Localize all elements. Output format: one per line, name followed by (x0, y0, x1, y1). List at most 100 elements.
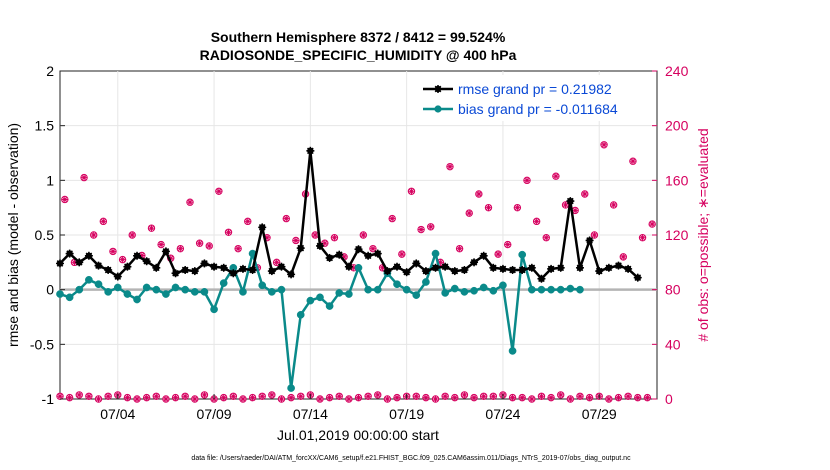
obs-evaluated-marker (177, 245, 184, 252)
obs-evaluated-marker (601, 141, 608, 148)
obs-possible-marker (489, 392, 498, 400)
obs-evaluated-stroke (466, 210, 472, 216)
bias-point (422, 278, 430, 286)
rmse-point (470, 258, 479, 267)
obs-evaluated-stroke (86, 393, 92, 399)
obs-evaluated-marker (321, 240, 328, 247)
obs-possible-marker (374, 391, 382, 399)
obs-possible-marker (282, 214, 290, 223)
obs-possible-marker (552, 172, 560, 180)
legend-label: rmse grand pr = 0.21982 (458, 81, 612, 97)
obs-possible-marker (268, 391, 276, 399)
rmse-point-ray (480, 252, 488, 260)
bias-series (56, 249, 584, 392)
obs-evaluated-marker (239, 396, 246, 402)
obs-possible-marker (441, 392, 449, 400)
bias-point (460, 288, 469, 296)
bias-point (354, 263, 363, 272)
obs-evaluated-stroke (216, 188, 222, 194)
rmse-point (450, 267, 459, 276)
rmse-point-ray (345, 263, 353, 271)
obs-evaluated-stroke (558, 392, 564, 398)
obs-evaluated-marker (225, 229, 232, 236)
obs-possible-marker (547, 393, 555, 402)
obs-possible-marker (186, 198, 194, 206)
obs-possible-marker (494, 250, 502, 258)
rmse-point-ray (557, 264, 565, 272)
bias-point (537, 285, 546, 294)
obs-evaluated-stroke (134, 396, 140, 402)
obs-evaluated-stroke (110, 248, 116, 254)
bias-point (335, 289, 344, 297)
rmse-point (181, 265, 190, 274)
obs-evaluated-stroke (601, 142, 607, 148)
obs-possible-marker (215, 187, 223, 195)
bias-point (277, 285, 286, 294)
obs-evaluated-marker (100, 218, 107, 225)
obs-evaluated-stroke (514, 205, 520, 211)
obs-possible-marker (614, 393, 623, 402)
obs-possible-marker (277, 395, 286, 403)
obs-evaluated-marker (552, 173, 559, 180)
obs-evaluated-stroke (442, 393, 448, 399)
obs-evaluated-stroke (567, 396, 573, 402)
obs-evaluated-marker (90, 232, 97, 238)
obs-evaluated-marker (244, 218, 251, 225)
obs-evaluated-stroke (534, 218, 540, 224)
obs-evaluated-stroke (192, 396, 198, 402)
rmse-point-ray (56, 260, 64, 267)
y-tick-label: 2 (46, 63, 54, 79)
obs-evaluated-stroke (230, 393, 236, 399)
bias-point (104, 288, 112, 296)
obs-evaluated-stroke (62, 197, 68, 202)
bias-point (287, 384, 295, 392)
obs-evaluated-marker (105, 393, 112, 400)
obs-possible-marker (118, 255, 127, 264)
x-tick-label: 07/09 (197, 406, 232, 422)
bias-point (171, 283, 180, 292)
obs-evaluated-stroke (640, 235, 646, 241)
obs-evaluated-marker (509, 394, 516, 401)
obs-evaluated-stroke (553, 173, 559, 179)
rmse-point (306, 146, 315, 155)
rmse-point-ray (586, 237, 593, 244)
rmse-point (65, 249, 74, 258)
legend-swatch-star (434, 85, 442, 93)
obs-evaluated-marker (466, 210, 473, 217)
obs-evaluated-marker (278, 396, 285, 402)
obs-evaluated-stroke (173, 395, 179, 401)
rmse-point (344, 262, 353, 271)
rmse-point (633, 273, 642, 282)
obs-evaluated-stroke (587, 395, 593, 401)
obs-evaluated-stroke (423, 395, 429, 401)
bias-point (576, 285, 584, 294)
rmse-point-ray (461, 266, 468, 274)
obs-evaluated-marker (644, 394, 651, 401)
obs-evaluated-stroke (461, 392, 467, 398)
obs-possible-marker (455, 244, 464, 253)
obs-evaluated-stroke (100, 218, 106, 224)
y-tick-label: -1 (42, 391, 55, 407)
rmse-point-ray (393, 263, 401, 271)
obs-possible-marker (65, 393, 74, 402)
obs-evaluated-stroke (365, 393, 371, 399)
rmse-point (152, 263, 161, 272)
obs-possible-marker (484, 203, 493, 212)
bias-point (518, 250, 527, 259)
obs-evaluated-stroke (360, 232, 366, 238)
y-right-tick-label: 0 (665, 391, 673, 407)
obs-evaluated-stroke (250, 395, 256, 401)
obs-evaluated-stroke (269, 392, 275, 398)
obs-evaluated-stroke (548, 395, 554, 401)
obs-evaluated-marker (148, 225, 155, 232)
obs-evaluated-stroke (625, 393, 631, 399)
obs-evaluated-marker (369, 245, 376, 252)
obs-evaluated-marker (524, 177, 531, 184)
obs-evaluated-marker (427, 223, 434, 230)
obs-possible-marker (537, 392, 546, 400)
obs-evaluated-marker (162, 396, 169, 402)
obs-evaluated-stroke (57, 393, 63, 399)
obs-possible-marker (412, 392, 420, 400)
chart-title-line2: RADIOSONDE_SPECIFIC_HUMIDITY @ 400 hPa (200, 47, 517, 63)
rmse-point (527, 263, 536, 272)
